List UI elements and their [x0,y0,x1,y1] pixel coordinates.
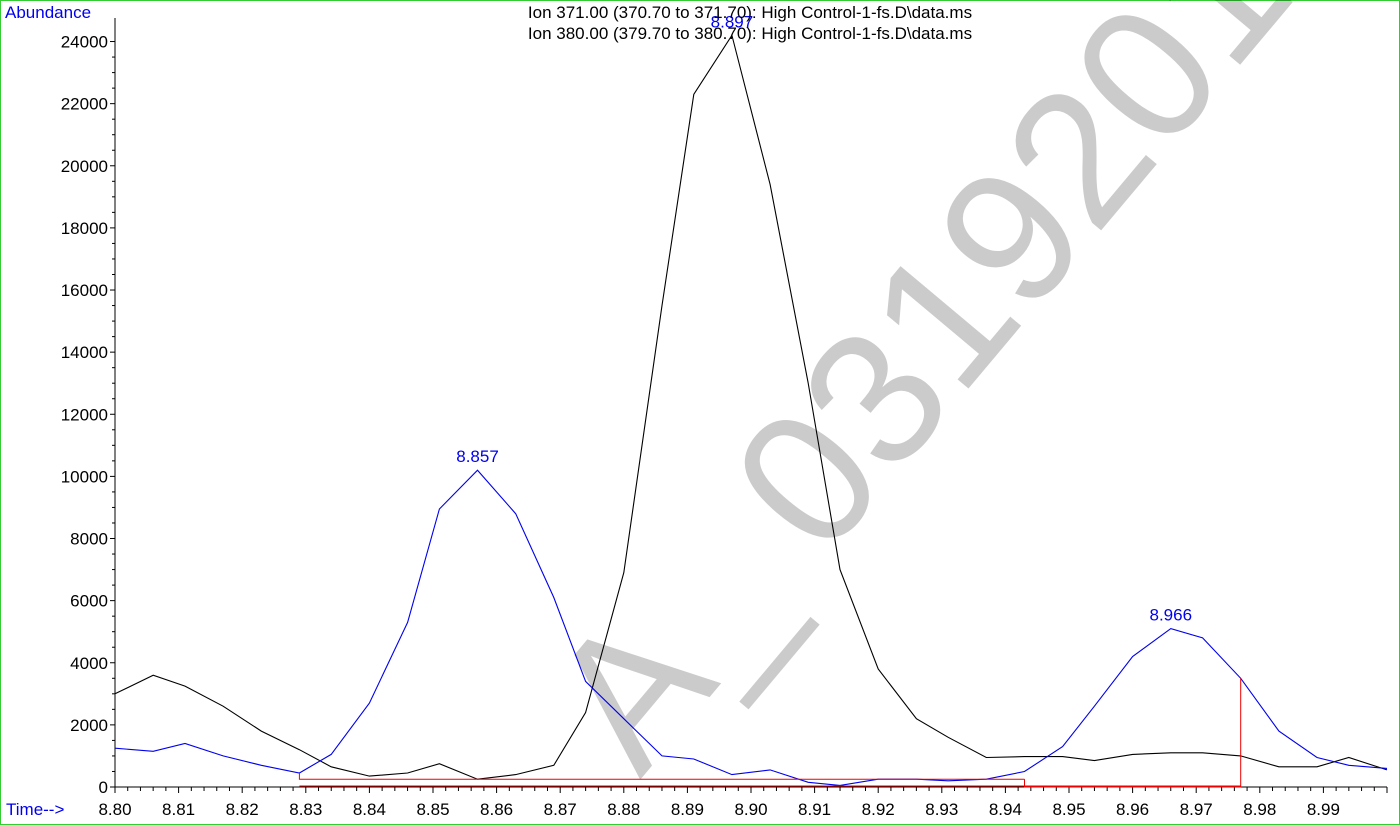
x-tick-label: 8.82 [226,800,259,819]
y-tick-label: 10000 [61,467,108,486]
x-tick-label: 8.98 [1243,800,1276,819]
x-tick-label: 8.88 [607,800,640,819]
y-tick-label: 14000 [61,343,108,362]
x-tick-label: 8.93 [925,800,958,819]
x-tick-label: 8.94 [989,800,1022,819]
y-tick-label: 22000 [61,95,108,114]
y-tick-label: 0 [99,778,108,797]
x-tick-label: 8.87 [544,800,577,819]
x-tick-label: 8.81 [162,800,195,819]
x-tick-label: 8.97 [1180,800,1213,819]
marks-group [299,678,1240,787]
integration-baseline-1 [1025,678,1241,787]
x-tick-label: 8.95 [1052,800,1085,819]
axes-group: A_ 03192015_ CL [110,0,1400,806]
series-title-1: Ion 380.00 (379.70 to 380.70): High Cont… [528,24,972,43]
peak-label: 8.857 [456,447,499,466]
x-tick-label: 8.92 [862,800,895,819]
x-tick-label: 8.86 [480,800,513,819]
y-tick-label: 6000 [70,592,108,611]
x-axis-label: Time--> [6,800,64,819]
x-tick-label: 8.84 [353,800,386,819]
x-tick-label: 8.99 [1307,800,1340,819]
x-tick-label: 8.91 [798,800,831,819]
series-title-0: Ion 371.00 (370.70 to 371.70): High Cont… [528,3,972,22]
watermark-text: A_ 03192015_ CL [509,0,1400,806]
y-tick-label: 18000 [61,219,108,238]
y-tick-label: 24000 [61,33,108,52]
y-tick-label: 8000 [70,530,108,549]
y-tick-label: 4000 [70,654,108,673]
y-tick-label: 2000 [70,716,108,735]
x-tick-label: 8.90 [734,800,767,819]
x-tick-label: 8.85 [416,800,449,819]
x-tick-label: 8.83 [289,800,322,819]
y-tick-label: 16000 [61,281,108,300]
y-tick-label: 20000 [61,157,108,176]
y-tick-label: 12000 [61,405,108,424]
peak-label: 8.966 [1149,606,1192,625]
x-tick-label: 8.80 [98,800,131,819]
x-tick-label: 8.96 [1116,800,1149,819]
x-tick-label: 8.89 [671,800,704,819]
baseline-path [1025,678,1241,787]
y-axis-label: Abundance [5,3,91,22]
